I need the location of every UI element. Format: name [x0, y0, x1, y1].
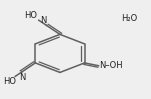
Text: H₂O: H₂O	[121, 14, 137, 23]
Text: HO: HO	[3, 77, 16, 86]
Text: N–OH: N–OH	[99, 61, 123, 70]
Text: N: N	[19, 73, 25, 82]
Text: HO: HO	[24, 11, 37, 20]
Text: N: N	[40, 16, 46, 25]
